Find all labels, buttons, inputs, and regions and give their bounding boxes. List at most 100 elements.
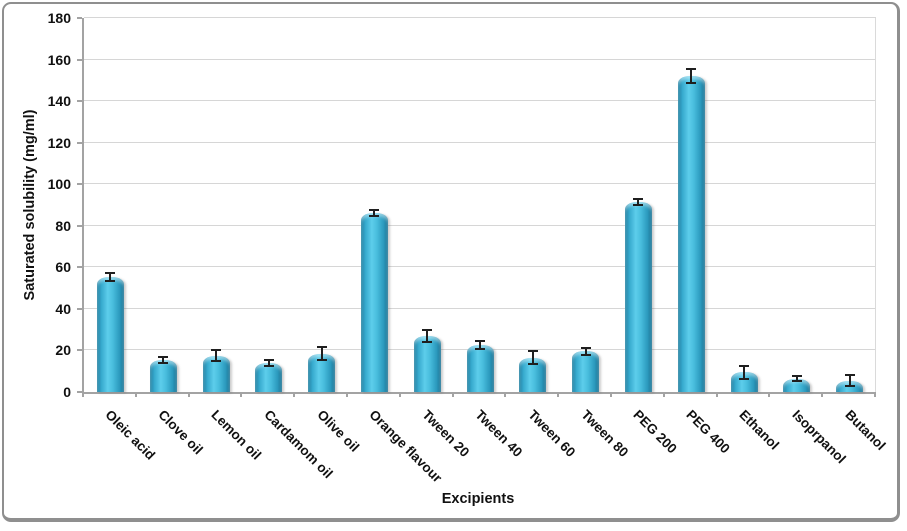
error-cap-bottom-clove-oil	[158, 361, 169, 364]
bar-peg-400	[677, 76, 705, 392]
x-category-label-butanol: Butanol	[841, 407, 889, 454]
error-cap-top-peg-400	[686, 67, 697, 70]
error-bar-oleic-acid	[109, 272, 112, 281]
x-tick-mark-9	[557, 392, 560, 397]
bar-tween-20	[413, 335, 441, 392]
x-tick-mark-12	[715, 392, 718, 397]
x-category-label-lemon-oil: Lemon oil	[208, 407, 265, 463]
gridline-y-180	[84, 17, 876, 18]
error-bar-isoprpanol	[795, 376, 798, 381]
y-tick-label-160: 160	[47, 51, 71, 68]
error-cap-top-tween-40	[475, 340, 485, 343]
x-tick-mark-14	[821, 392, 824, 397]
error-cap-bottom-peg-400	[686, 82, 697, 85]
error-cap-top-tween-60	[527, 350, 538, 353]
x-tick-mark-10	[610, 392, 612, 397]
error-cap-top-isoprpanol	[791, 375, 802, 378]
error-bar-tween-60	[531, 351, 534, 364]
x-tick-mark-5	[346, 392, 348, 397]
y-tick-label-120: 120	[47, 134, 71, 151]
error-bar-clove-oil	[162, 356, 165, 363]
error-cap-bottom-tween-20	[422, 341, 433, 344]
x-axis-title: Excipients	[441, 491, 515, 507]
error-bar-peg-200	[637, 198, 640, 205]
error-cap-bottom-peg-200	[633, 204, 644, 206]
y-tick-label-100: 100	[47, 176, 71, 193]
error-cap-top-orange-flavour	[369, 209, 380, 212]
error-cap-bottom-isoprpanol	[791, 379, 802, 382]
error-cap-bottom-olive-oil	[316, 358, 327, 361]
error-cap-top-oleic-acid	[105, 271, 116, 274]
y-tick-mark-60	[77, 266, 82, 269]
x-category-label-tween-80: Tween 80	[577, 407, 631, 460]
error-bar-olive-oil	[320, 347, 323, 360]
x-category-label-peg-200: PEG 200	[630, 407, 681, 457]
x-tick-mark-7	[451, 392, 454, 397]
y-tick-label-180: 180	[47, 10, 71, 26]
error-bar-lemon-oil	[215, 350, 217, 361]
bar-clove-oil	[149, 359, 177, 392]
bar-tween-40	[466, 345, 494, 392]
x-tick-mark-13	[768, 392, 771, 397]
gridline-y-100	[84, 183, 876, 185]
bar-tween-80	[572, 351, 600, 392]
x-tick-mark-1	[134, 392, 137, 397]
gridline-y-80	[84, 224, 876, 226]
bar-isoprpanol	[783, 378, 811, 392]
error-bar-cardamom-oil	[267, 359, 270, 367]
error-cap-top-tween-80	[580, 347, 591, 350]
x-tick-mark-8	[504, 392, 507, 397]
x-category-label-ethanol: Ethanol	[736, 407, 783, 453]
x-tick-mark-0	[82, 392, 84, 397]
x-category-label-isoprpanol: Isoprpanol	[789, 407, 849, 467]
x-tick-mark-15	[874, 392, 876, 397]
y-tick-mark-140	[77, 100, 82, 103]
x-tick-mark-11	[662, 392, 665, 397]
error-cap-top-tween-20	[422, 328, 433, 331]
y-tick-label-20: 20	[55, 342, 71, 359]
x-category-label-tween-60: Tween 60	[525, 407, 579, 460]
x-tick-mark-6	[398, 392, 401, 397]
plot-right-border	[875, 18, 876, 392]
gridline-y-60	[84, 266, 876, 268]
error-bar-peg-400	[690, 68, 693, 84]
error-cap-bottom-tween-40	[475, 348, 485, 351]
gridline-y-160	[84, 58, 876, 60]
error-bar-tween-20	[426, 329, 429, 343]
error-bar-tween-40	[479, 341, 481, 350]
bar-oleic-acid	[96, 276, 124, 392]
error-cap-bottom-lemon-oil	[211, 359, 221, 362]
error-cap-bottom-tween-60	[527, 362, 538, 365]
error-cap-bottom-tween-80	[580, 353, 591, 356]
bar-ethanol	[730, 372, 758, 392]
y-tick-label-140: 140	[47, 93, 71, 110]
y-tick-label-0: 0	[63, 384, 71, 400]
error-cap-top-clove-oil	[158, 355, 169, 358]
y-tick-label-40: 40	[55, 300, 71, 317]
error-cap-top-butanol	[844, 374, 855, 377]
x-category-label-oleic-acid: Oleic acid	[102, 407, 159, 463]
x-category-label-peg-400: PEG 400	[683, 407, 733, 457]
error-cap-top-ethanol	[739, 365, 749, 368]
x-tick-mark-2	[187, 392, 190, 397]
y-tick-mark-40	[77, 307, 82, 310]
error-bar-orange-flavour	[373, 210, 376, 217]
plot-area	[82, 17, 876, 394]
error-cap-bottom-orange-flavour	[369, 215, 380, 218]
x-category-label-tween-20: Tween 20	[419, 407, 473, 460]
y-tick-mark-100	[77, 183, 82, 186]
x-category-label-olive-oil: Olive oil	[313, 407, 362, 455]
error-cap-bottom-butanol	[844, 384, 855, 387]
error-cap-top-cardamom-oil	[263, 358, 274, 361]
y-tick-mark-180	[77, 17, 82, 19]
error-cap-bottom-cardamom-oil	[263, 365, 274, 368]
error-cap-bottom-oleic-acid	[105, 279, 116, 282]
y-tick-mark-120	[77, 141, 82, 144]
x-category-label-clove-oil: Clove oil	[155, 407, 206, 458]
error-bar-butanol	[848, 375, 851, 386]
y-tick-mark-0	[77, 391, 82, 393]
gridline-y-40	[84, 307, 876, 309]
x-tick-mark-3	[240, 392, 243, 397]
gridline-y-140	[84, 100, 876, 102]
y-tick-mark-20	[77, 349, 82, 352]
